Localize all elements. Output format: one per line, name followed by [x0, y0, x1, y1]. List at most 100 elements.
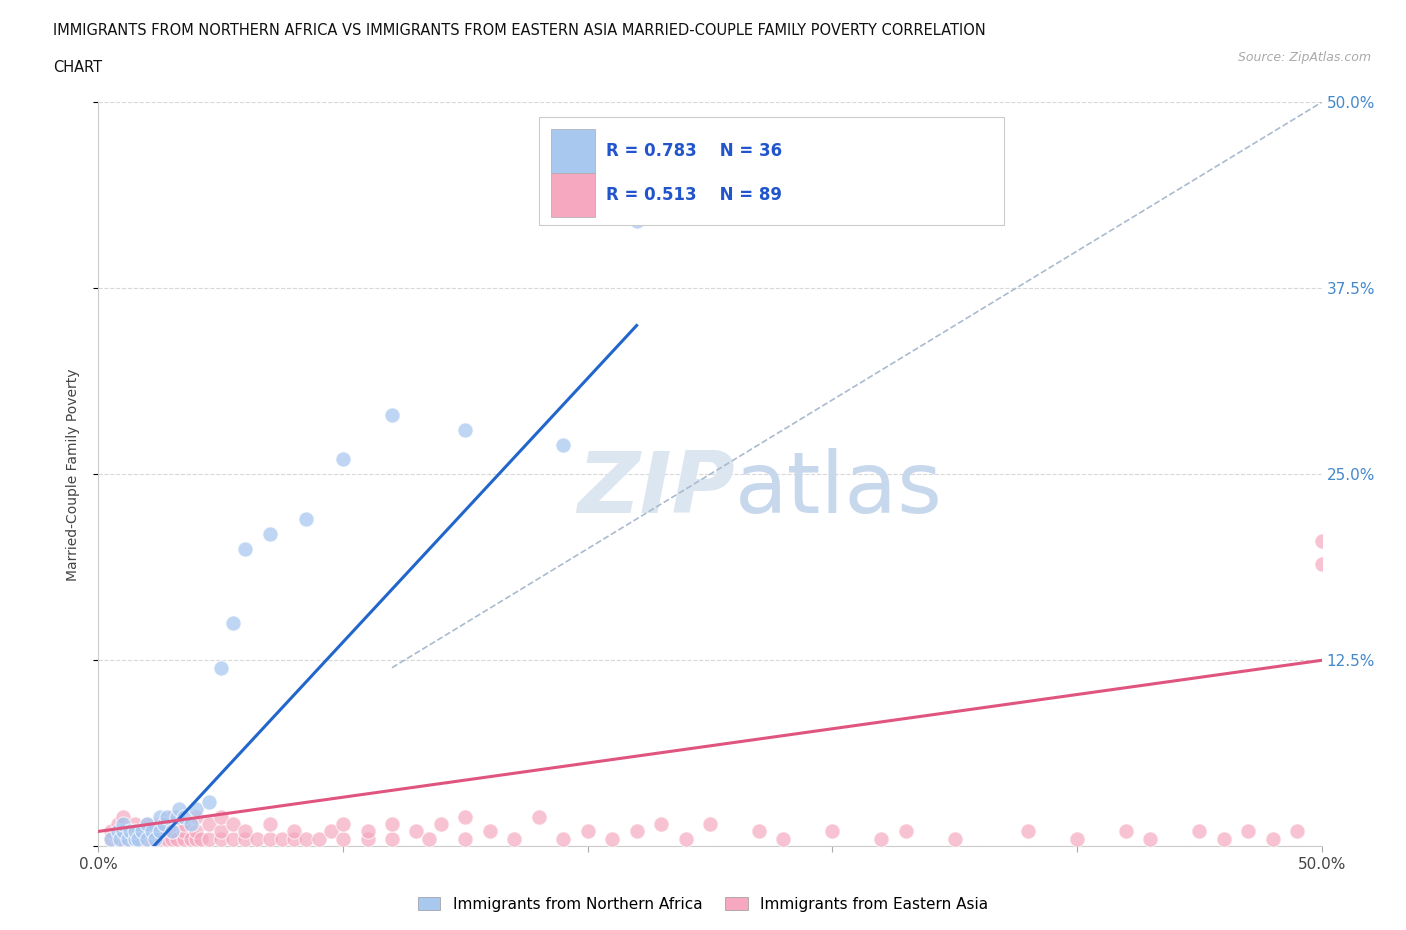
- Point: [100, 831, 122, 846]
- Point: [222, 831, 245, 846]
- Point: [117, 831, 139, 846]
- Point: [149, 817, 172, 831]
- Point: [136, 817, 159, 831]
- Point: [270, 831, 294, 846]
- Point: [111, 831, 134, 846]
- Point: [173, 824, 195, 839]
- Point: [156, 809, 179, 824]
- Point: [233, 831, 256, 846]
- Point: [430, 817, 453, 831]
- Point: [136, 817, 159, 831]
- Point: [600, 831, 623, 846]
- Point: [233, 824, 256, 839]
- Point: [1310, 534, 1333, 549]
- Point: [699, 817, 721, 831]
- Text: IMMIGRANTS FROM NORTHERN AFRICA VS IMMIGRANTS FROM EASTERN ASIA MARRIED-COUPLE F: IMMIGRANTS FROM NORTHERN AFRICA VS IMMIG…: [53, 23, 986, 38]
- Point: [107, 824, 129, 839]
- Point: [209, 660, 232, 675]
- Point: [136, 831, 159, 846]
- Point: [748, 824, 770, 839]
- Point: [295, 512, 318, 526]
- Text: R = 0.783    N = 36: R = 0.783 N = 36: [606, 141, 782, 160]
- Point: [149, 831, 172, 846]
- Point: [222, 616, 245, 631]
- Point: [160, 824, 183, 839]
- FancyBboxPatch shape: [538, 117, 1004, 225]
- Point: [209, 824, 232, 839]
- Point: [156, 831, 179, 846]
- Point: [131, 831, 153, 846]
- Point: [136, 824, 159, 839]
- Point: [259, 526, 281, 541]
- Point: [186, 802, 208, 817]
- Point: [127, 831, 149, 846]
- Point: [120, 824, 142, 839]
- Point: [821, 824, 844, 839]
- Point: [943, 831, 966, 846]
- Point: [166, 831, 188, 846]
- Point: [197, 817, 219, 831]
- Point: [478, 824, 501, 839]
- Point: [246, 831, 269, 846]
- Point: [107, 817, 129, 831]
- Point: [503, 831, 526, 846]
- Point: [124, 831, 146, 846]
- Point: [136, 831, 159, 846]
- Point: [418, 831, 440, 846]
- Point: [259, 831, 281, 846]
- Point: [576, 824, 599, 839]
- Text: Source: ZipAtlas.com: Source: ZipAtlas.com: [1237, 51, 1371, 64]
- Point: [283, 831, 305, 846]
- Point: [149, 824, 172, 839]
- Point: [675, 831, 697, 846]
- Point: [153, 817, 176, 831]
- Point: [283, 824, 305, 839]
- FancyBboxPatch shape: [551, 173, 595, 218]
- Point: [1212, 831, 1234, 846]
- Point: [222, 817, 245, 831]
- Text: CHART: CHART: [53, 60, 103, 75]
- Point: [553, 437, 575, 452]
- Point: [626, 824, 648, 839]
- Point: [173, 817, 195, 831]
- Point: [332, 817, 354, 831]
- Point: [173, 831, 195, 846]
- Point: [553, 831, 575, 846]
- Point: [197, 831, 219, 846]
- Point: [100, 831, 122, 846]
- Point: [381, 817, 404, 831]
- Point: [209, 809, 232, 824]
- Point: [319, 824, 342, 839]
- Point: [160, 831, 183, 846]
- Point: [111, 817, 134, 831]
- Point: [166, 809, 188, 824]
- FancyBboxPatch shape: [551, 128, 595, 173]
- Point: [870, 831, 893, 846]
- Text: atlas: atlas: [734, 447, 942, 531]
- Point: [1066, 831, 1088, 846]
- Point: [186, 831, 208, 846]
- Point: [120, 824, 142, 839]
- Point: [454, 831, 477, 846]
- Point: [295, 831, 318, 846]
- Point: [1286, 824, 1309, 839]
- Point: [259, 817, 281, 831]
- Point: [111, 809, 134, 824]
- Y-axis label: Married-Couple Family Poverty: Married-Couple Family Poverty: [66, 368, 80, 580]
- Point: [149, 809, 172, 824]
- Point: [111, 824, 134, 839]
- Point: [141, 824, 163, 839]
- Point: [124, 817, 146, 831]
- Point: [626, 214, 648, 229]
- Point: [772, 831, 794, 846]
- Point: [160, 809, 183, 824]
- Point: [100, 824, 122, 839]
- Point: [180, 817, 202, 831]
- Point: [527, 809, 550, 824]
- Text: ZIP: ZIP: [576, 447, 734, 531]
- Text: R = 0.513    N = 89: R = 0.513 N = 89: [606, 186, 782, 205]
- Point: [1261, 831, 1284, 846]
- Point: [233, 541, 256, 556]
- Point: [356, 824, 378, 839]
- Point: [110, 831, 132, 846]
